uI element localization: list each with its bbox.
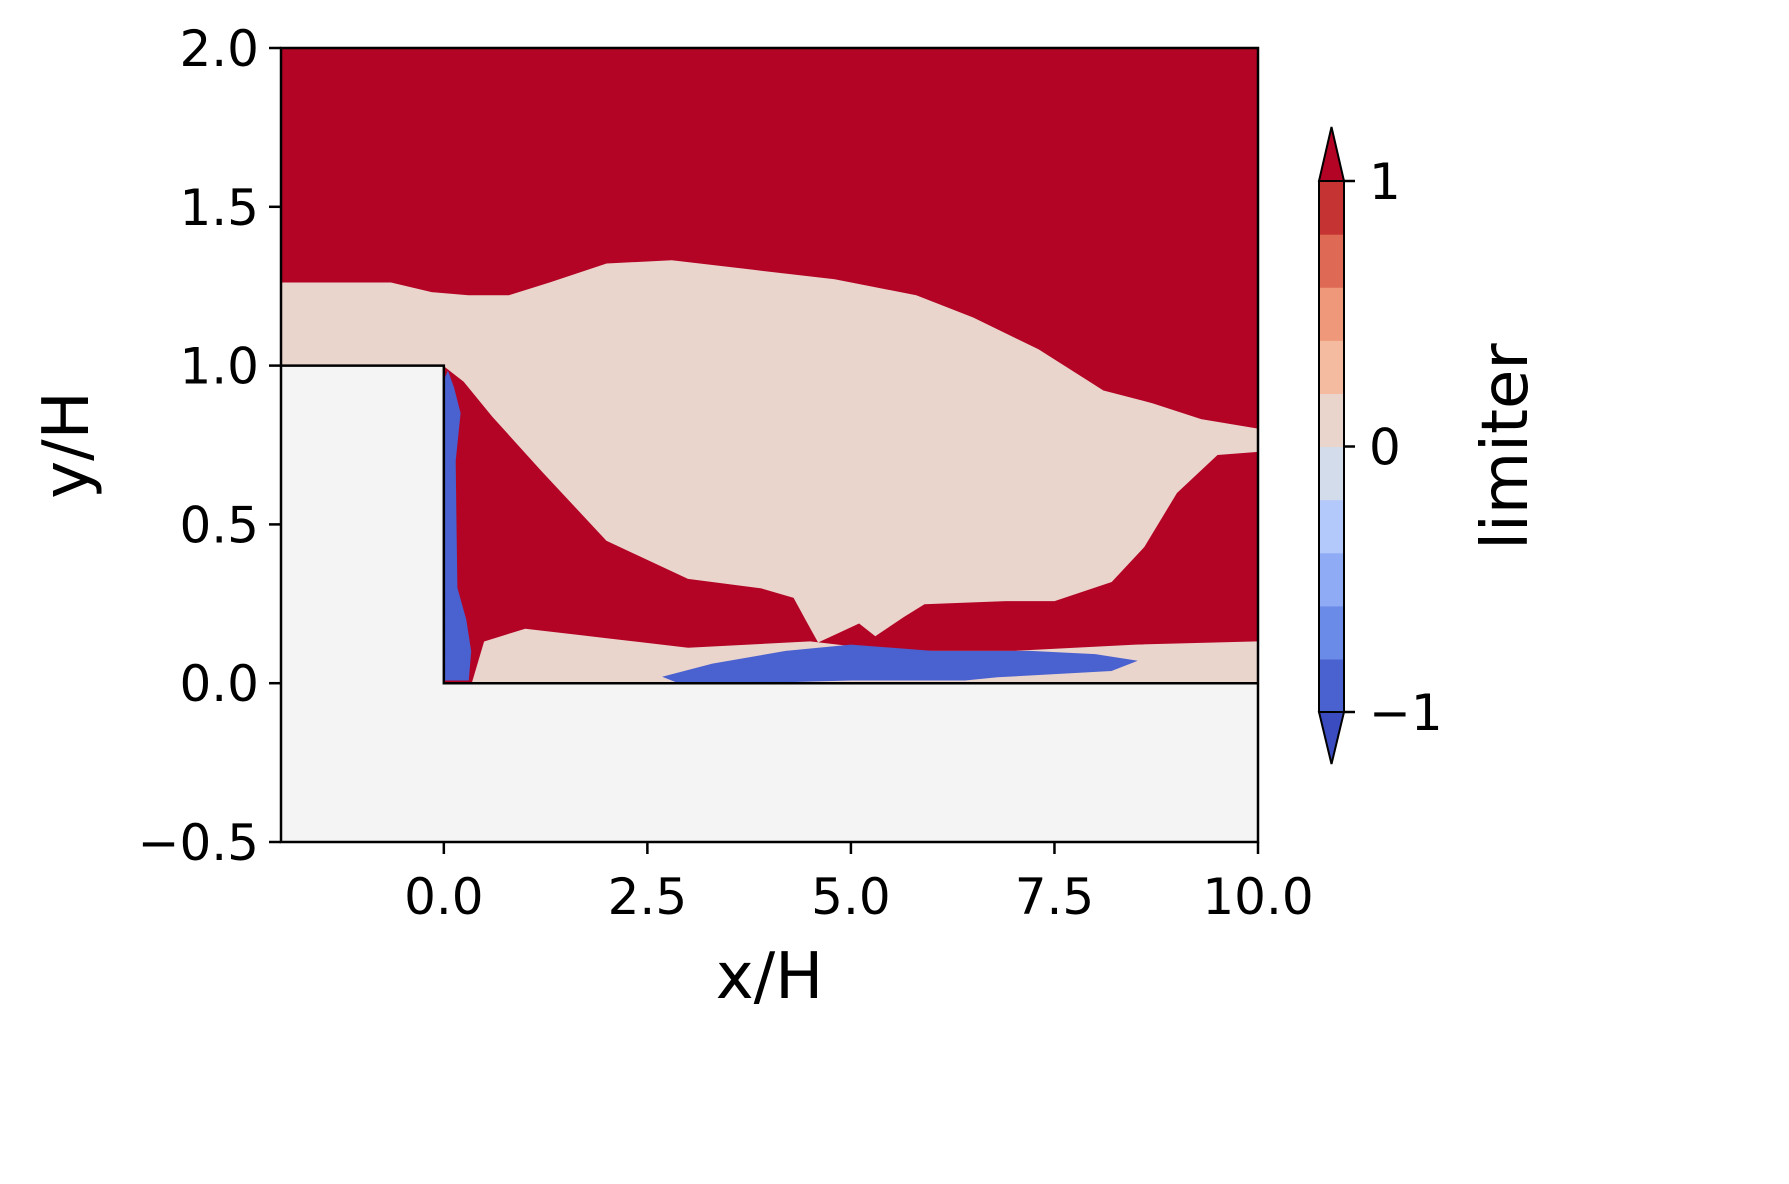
y-tick-label: 1.0 — [179, 338, 259, 396]
x-axis-label: x/H — [716, 940, 824, 1014]
y-tick-label: −0.5 — [138, 814, 259, 872]
colorbar-level — [1319, 393, 1344, 448]
colorbar-level — [1319, 658, 1344, 713]
x-tick-label: 2.5 — [608, 868, 688, 926]
x-tick-label: 7.5 — [1015, 868, 1095, 926]
y-tick-label: 1.5 — [179, 179, 259, 237]
y-tick-label: 0.0 — [179, 655, 259, 713]
colorbar-level — [1319, 605, 1344, 660]
colorbar-tick-label: 1 — [1369, 153, 1401, 211]
colorbar-extend-max — [1317, 126, 1346, 182]
colorbar-level — [1319, 446, 1344, 501]
colorbar: −1 0 1 — [1317, 126, 1443, 765]
y-axis-label: y/H — [30, 391, 104, 499]
limiter-region-1 — [281, 260, 1258, 643]
x-tick-label: 5.0 — [811, 868, 891, 926]
plot-frame — [279, 46, 1260, 844]
limiter-field — [281, 48, 1258, 684]
colorbar-level — [1319, 287, 1344, 341]
colorbar-tick-label: −1 — [1369, 684, 1443, 742]
colorbar-tick-label: 0 — [1369, 419, 1401, 477]
y-tick-label: 0.5 — [179, 496, 259, 554]
colorbar-level — [1319, 552, 1344, 607]
step-wall-outline — [281, 364, 1258, 685]
y-tick-label: 2.0 — [179, 20, 259, 78]
plot-area — [281, 48, 1258, 842]
x-tick-label: 0.0 — [404, 868, 484, 926]
colorbar-level — [1319, 234, 1344, 288]
colorbar-level — [1319, 181, 1344, 235]
colorbar-label: limiter — [1469, 343, 1543, 550]
colorbar-extend-min — [1317, 711, 1346, 765]
colorbar-level — [1319, 340, 1344, 394]
y-axis: −0.5 0.0 0.5 1.0 1.5 2.0 — [138, 20, 281, 872]
limiter-region-4 — [443, 370, 472, 681]
colorbar-level — [1319, 499, 1344, 554]
x-tick-label: 10.0 — [1202, 868, 1313, 926]
x-axis: 0.0 2.5 5.0 7.5 10.0 — [404, 842, 1314, 926]
